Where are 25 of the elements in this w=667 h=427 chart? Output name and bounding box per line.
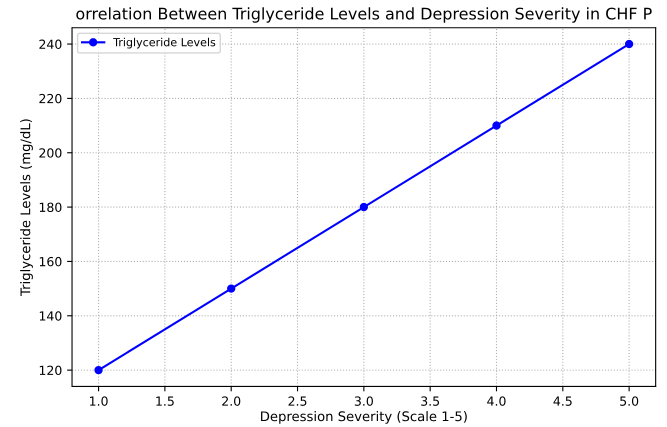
x-tick-label: 3.5 — [421, 396, 440, 406]
y-tick-label: 220 — [39, 94, 62, 104]
y-axis-title: Triglyceride Levels (mg/dL) — [20, 119, 33, 296]
point — [492, 121, 501, 130]
point — [360, 202, 368, 212]
y-tick-label: 200 — [39, 148, 62, 158]
point — [624, 40, 634, 48]
x-tick-label: 2.5 — [288, 396, 306, 406]
y-tick-label: 180 — [40, 202, 62, 212]
y-tick-label: 160 — [40, 256, 62, 266]
point — [94, 366, 103, 374]
x-tick-label: 3.0 — [354, 396, 373, 406]
point — [227, 284, 236, 293]
x-tick-label: 5.0 — [620, 396, 638, 406]
x-tick-label: 1.0 — [90, 396, 108, 406]
x-tick-label: 2.0 — [222, 396, 240, 406]
y-tick-label: 120 — [40, 366, 62, 376]
legend-label: Triglyceride Levels — [113, 38, 216, 49]
y-tick-label: 140 — [40, 311, 62, 321]
x-tick-label: 4.0 — [487, 396, 506, 406]
x-tick-label: 4.5 — [553, 396, 572, 406]
x-axis-title: Depression Severity (Scale 1-5) — [261, 411, 467, 424]
y-tick-label: 240 — [39, 40, 62, 49]
x-tick-label: 1.5 — [156, 396, 174, 406]
chart-title: orrelation Between Triglyceride Levels and Depression Severity in CHF P — [76, 7, 652, 23]
